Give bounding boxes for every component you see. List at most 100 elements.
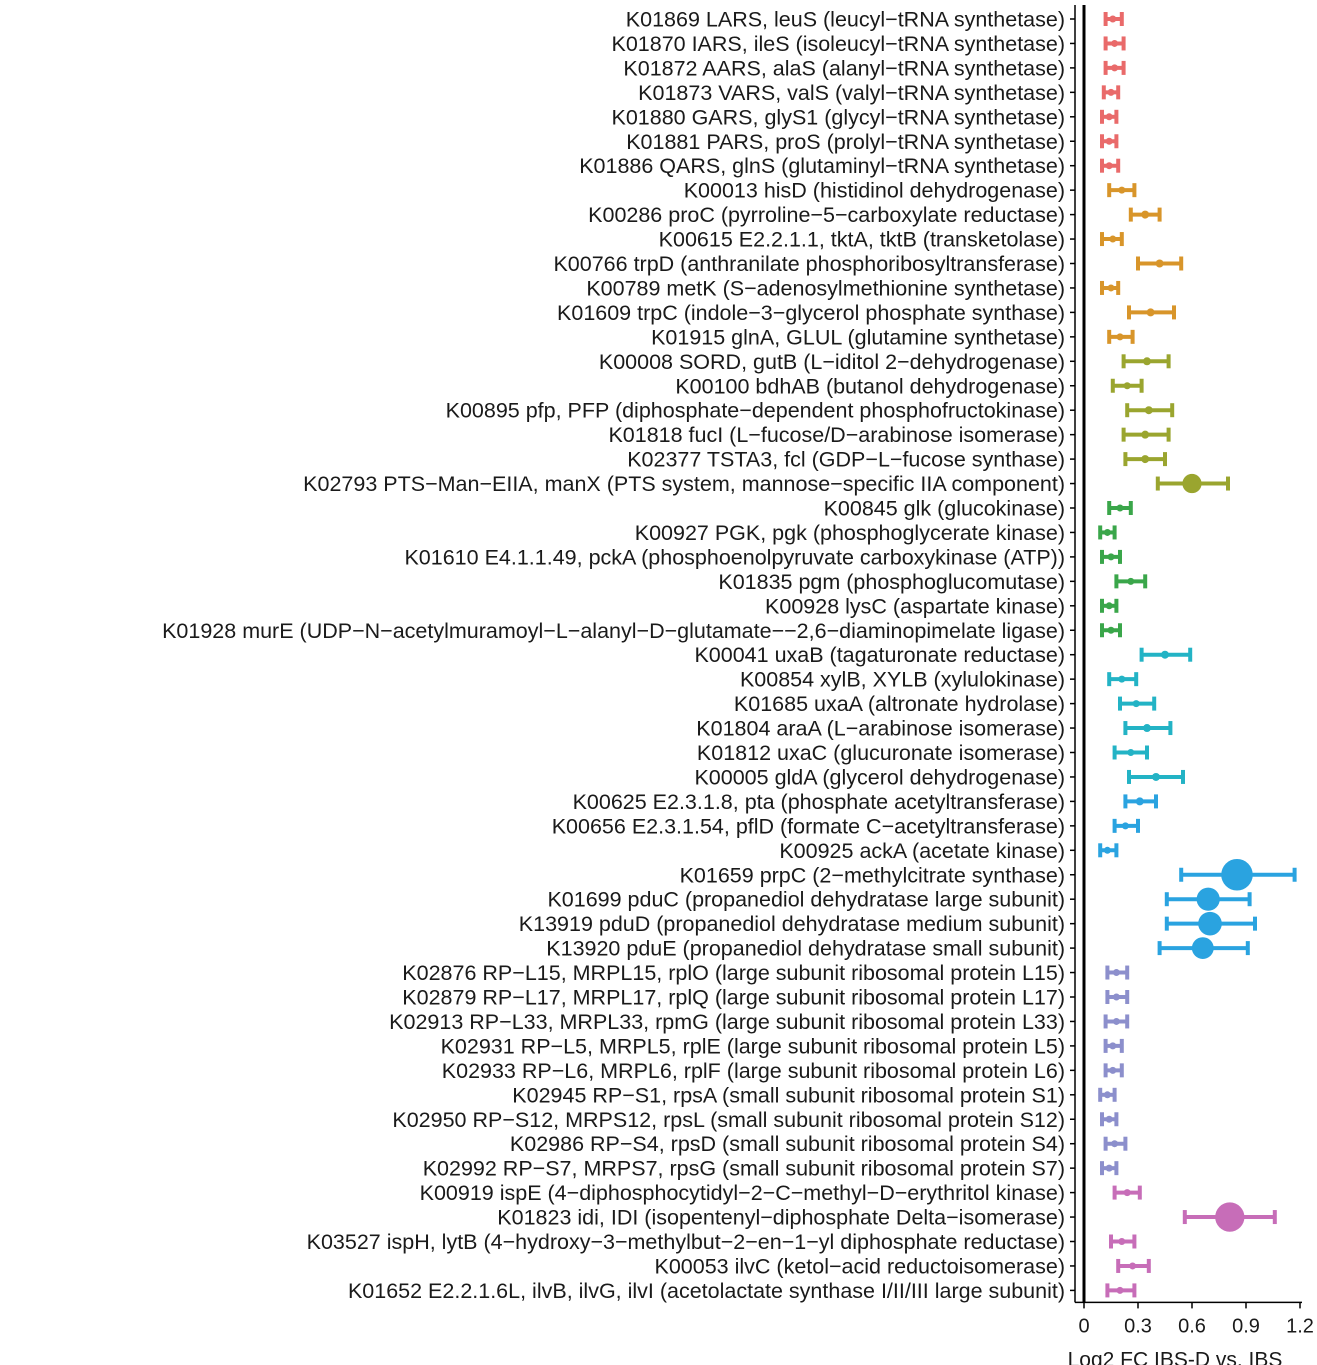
row-label: K01928 murE (UDP−N−acetylmuramoyl−L−alan… [162,619,1065,643]
row-label: K01652 E2.2.1.6L, ilvB, ilvG, ilvI (acet… [348,1279,1065,1303]
data-points [1103,15,1253,1294]
data-point [1118,186,1126,194]
x-axis-title: Log2 FC IBS-D vs. IBS [1068,1348,1283,1365]
row-label: K00925 ackA (acetate kinase) [779,839,1065,863]
row-label: K00854 xylB, XYLB (xylulokinase) [740,668,1065,692]
row-label: K02876 RP−L15, MRPL15, rplO (large subun… [402,961,1065,985]
row-label: K01823 idi, IDI (isopentenyl−diphosphate… [497,1206,1065,1230]
data-point [1116,1286,1124,1294]
data-point [1141,455,1150,464]
row-label: K00100 bdhAB (butanol dehydrogenase) [675,374,1065,398]
row-label: K01873 VARS, valS (valyl−tRNA synthetase… [638,81,1065,105]
row-label: K02879 RP−L17, MRPL17, rplQ (large subun… [402,986,1065,1010]
row-label: K00013 hisD (histidinol dehydrogenase) [684,179,1065,203]
data-point [1182,473,1202,494]
data-point [1127,577,1135,585]
row-label: K00789 metK (S−adenosylmethionine synthe… [586,276,1065,300]
row-label: K01609 trpC (indole−3−glycerol phosphate… [557,301,1065,325]
x-tick-label: 0.3 [1124,1315,1152,1337]
x-tick-label: 0.9 [1232,1315,1260,1337]
data-point [1103,1091,1111,1099]
data-point [1105,162,1113,170]
row-label: K01812 uxaC (glucuronate isomerase) [697,741,1065,765]
row-label: K01804 araA (L−arabinose isomerase) [696,717,1065,741]
data-point [1111,39,1119,47]
row-label: K02913 RP−L33, MRPL33, rpmG (large subun… [389,1010,1065,1034]
data-point [1112,993,1120,1001]
row-label: K02377 TSTA3, fcl (GDP−L−fucose synthase… [627,448,1065,472]
x-tick-label: 0 [1078,1315,1089,1337]
data-point [1121,822,1129,830]
data-point [1105,1115,1113,1123]
data-point [1141,210,1150,219]
x-axis-ticks: 0 0.3 0.6 0.9 1.2 [1078,1302,1314,1337]
row-label: K00005 gldA (glycerol dehydrogenase) [694,765,1065,789]
row-labels: K01869 LARS, leuS (leucyl−tRNA synthetas… [162,8,1065,1303]
data-point [1109,15,1117,23]
row-label: K02931 RP−L5, MRPL5, rplE (large subunit… [441,1034,1065,1058]
y-axis-ticks [1070,18,1075,1292]
row-label: K01870 IARS, ileS (isoleucyl−tRNA synthe… [611,32,1065,56]
row-label: K02933 RP−L6, MRPL6, rplF (large subunit… [442,1059,1065,1083]
row-label: K02945 RP−S1, rpsA (small subunit riboso… [512,1083,1065,1107]
data-point [1109,235,1117,243]
data-point [1112,969,1120,977]
row-label: K02992 RP−S7, MRPS7, rpsG (small subunit… [423,1157,1065,1181]
row-label: K01835 pgm (phosphoglucomutase) [718,570,1065,594]
row-label: K00625 E2.3.1.8, pta (phosphate acetyltr… [573,790,1065,814]
data-point [1107,284,1115,292]
row-label: K00845 glk (glucokinase) [824,497,1065,521]
data-point [1105,1164,1113,1172]
row-label: K00286 proC (pyrroline−5−carboxylate red… [588,203,1065,227]
data-point [1103,846,1111,854]
data-point [1107,553,1115,561]
data-point [1196,887,1220,911]
row-label: K00041 uxaB (tagaturonate reductase) [694,643,1065,667]
data-point [1215,1202,1245,1232]
data-point [1127,749,1135,756]
row-label: K01699 pduC (propanediol dehydratase lar… [547,888,1065,912]
row-label: K00927 PGK, pgk (phosphoglycerate kinase… [635,521,1065,545]
data-point [1105,602,1113,610]
data-point [1105,113,1113,121]
data-point [1111,1140,1119,1148]
data-point [1123,1189,1131,1197]
data-point [1135,797,1144,806]
data-point [1132,700,1140,708]
row-label: K00928 lysC (aspartate kinase) [765,594,1065,618]
data-point [1116,504,1124,512]
data-point [1103,528,1111,536]
row-label: K13919 pduD (propanediol dehydratase med… [519,912,1065,936]
row-label: K01881 PARS, proS (prolyl−tRNA synthetas… [626,130,1065,154]
row-label: K01818 fucI (L−fucose/D−arabinose isomer… [608,423,1065,447]
data-point [1191,937,1214,960]
data-point [1118,675,1126,683]
data-point [1143,724,1151,733]
data-point [1112,1017,1120,1025]
row-label: K00656 E2.3.1.54, pflD (formate C−acetyl… [552,814,1065,838]
row-label: K01915 glnA, GLUL (glutamine synthetase) [651,325,1065,349]
data-point [1123,382,1131,390]
row-label: K02793 PTS−Man−EIIA, manX (PTS system, m… [303,472,1065,496]
data-point [1146,308,1155,317]
data-point [1144,406,1153,415]
data-point [1129,1262,1137,1270]
row-label: K00895 pfp, PFP (diphosphate−dependent p… [446,399,1065,423]
row-label: K01869 LARS, leuS (leucyl−tRNA synthetas… [626,8,1065,32]
data-point [1152,772,1160,781]
row-label: K00615 E2.2.1.1, tktA, tktB (transketola… [659,228,1065,252]
data-point [1109,1042,1117,1050]
data-point [1118,1238,1126,1245]
row-label: K02986 RP−S4, rpsD (small subunit riboso… [510,1132,1065,1156]
x-tick-label: 0.6 [1178,1315,1206,1337]
data-point [1105,137,1113,145]
row-label: K00766 trpD (anthranilate phosphoribosyl… [553,252,1065,276]
row-label: K01872 AARS, alaS (alanyl−tRNA synthetas… [623,56,1065,80]
row-label: K00053 ilvC (ketol−acid reductoisomerase… [655,1254,1066,1278]
data-point [1116,333,1124,341]
row-label: K03527 ispH, lytB (4−hydroxy−3−methylbut… [307,1230,1065,1254]
row-label: K00008 SORD, gutB (L−iditol 2−dehydrogen… [599,350,1065,374]
row-label: K01880 GARS, glyS1 (glycyl−tRNA syntheta… [611,105,1065,129]
data-point [1111,64,1119,72]
